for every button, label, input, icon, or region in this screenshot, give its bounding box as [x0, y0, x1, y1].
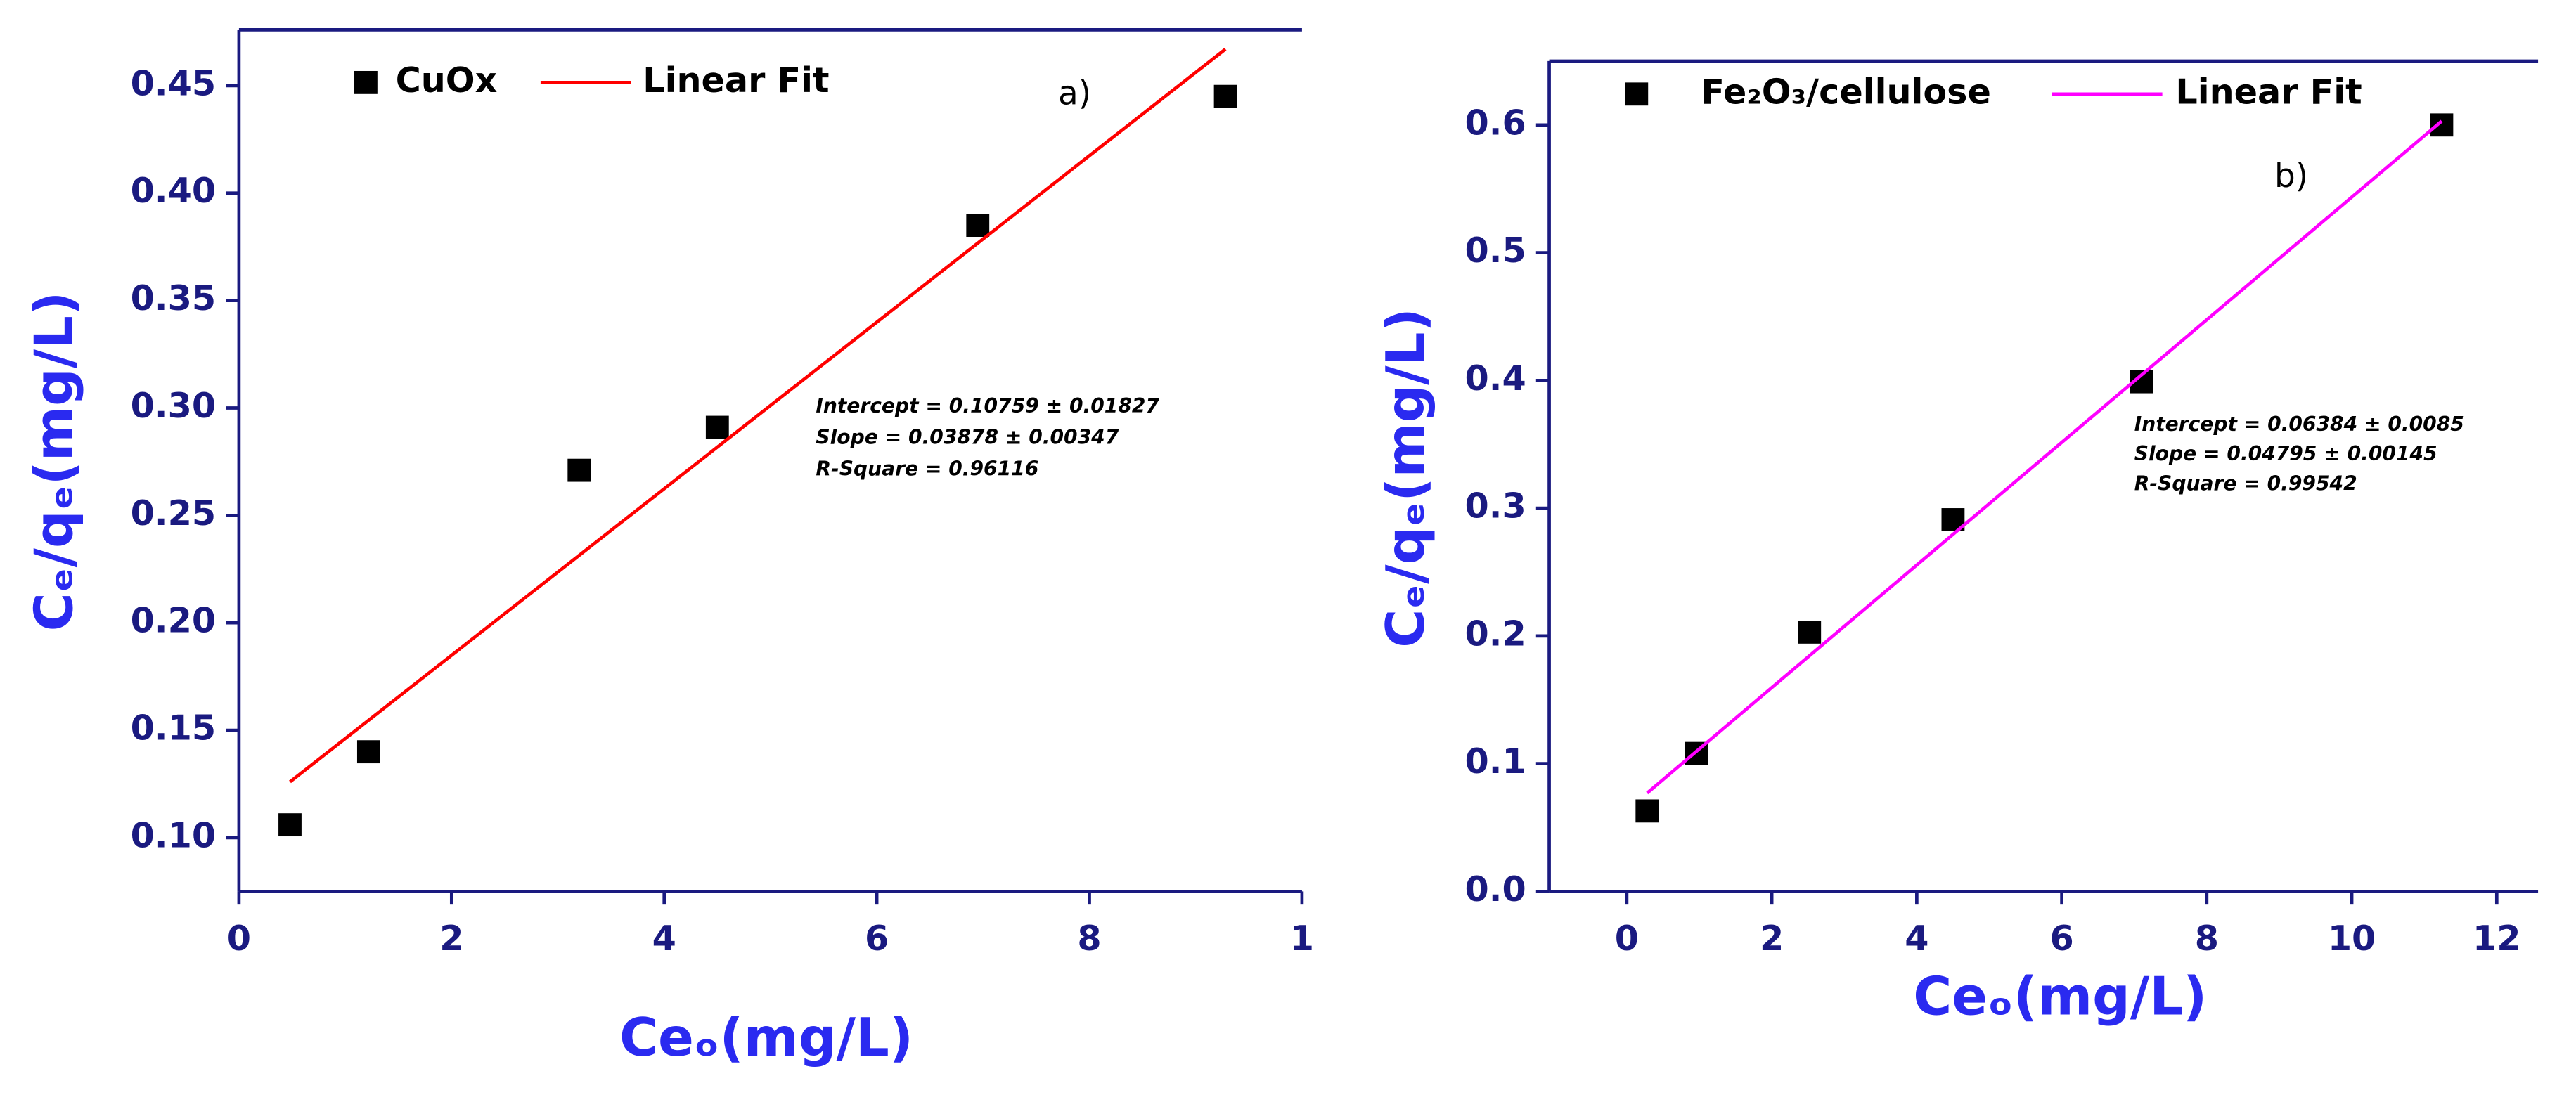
- data-point: [2430, 113, 2454, 137]
- y-tick-label: 0.5: [1465, 230, 1526, 271]
- y-tick-label: 0.2: [1465, 613, 1526, 654]
- panel-label: b): [2274, 157, 2308, 195]
- data-point: [567, 458, 591, 482]
- x-tick-label: 6: [865, 918, 889, 959]
- data-point: [705, 415, 729, 439]
- fit-annotation: Intercept = 0.10759 ± 0.01827: [816, 394, 1159, 417]
- data-point: [1798, 620, 1822, 644]
- y-tick-label: 0.25: [131, 493, 216, 533]
- x-tick-label: 1: [1290, 918, 1314, 959]
- y-tick-label: 0.45: [131, 63, 216, 103]
- y-axis-title: Cₑ/qₑ(mg/L): [1374, 308, 1436, 648]
- legend-label: CuOx: [396, 60, 498, 100]
- legend-label: Fe₂O₃/cellulose: [1701, 71, 1991, 112]
- y-tick-label: 0.4: [1465, 358, 1526, 398]
- fit-annotation: Slope = 0.04795 ± 0.00145: [2134, 442, 2437, 465]
- y-tick-label: 0.35: [131, 278, 216, 318]
- x-tick-label: 2: [439, 918, 463, 959]
- y-tick-label: 0.1: [1465, 741, 1526, 782]
- fit-annotation: Slope = 0.03878 ± 0.00347: [816, 426, 1119, 449]
- fit-annotation: R-Square = 0.99542: [2134, 472, 2357, 495]
- y-tick-label: 0.0: [1465, 869, 1526, 909]
- data-point: [278, 813, 302, 837]
- legend-label: Linear Fit: [643, 60, 829, 100]
- data-point: [1213, 84, 1237, 108]
- x-tick-label: 0: [227, 918, 251, 959]
- fit-annotation: Intercept = 0.06384 ± 0.0085: [2134, 413, 2464, 436]
- y-tick-label: 0.15: [131, 708, 216, 748]
- x-axis-title: Ceₒ(mg/L): [1913, 966, 2207, 1027]
- y-tick-label: 0.20: [131, 600, 216, 641]
- legend-swatch: [1625, 82, 1649, 106]
- y-tick-label: 0.10: [131, 815, 216, 855]
- fit-annotation: R-Square = 0.96116: [816, 457, 1038, 480]
- x-tick-label: 0: [1615, 918, 1639, 959]
- legend-swatch: [354, 70, 378, 94]
- x-tick-label: 12: [2473, 918, 2521, 959]
- x-tick-label: 4: [1905, 918, 1928, 959]
- panel-label: a): [1058, 74, 1091, 113]
- data-point: [356, 740, 380, 764]
- fit-line: [1646, 119, 2443, 795]
- x-tick-label: 2: [1760, 918, 1784, 959]
- x-tick-label: 8: [2195, 918, 2219, 959]
- fit-line: [289, 48, 1227, 784]
- y-axis-title: Cₑ/qₑ(mg/L): [23, 292, 85, 632]
- x-tick-label: 6: [2049, 918, 2073, 959]
- legend-label: Linear Fit: [2175, 71, 2362, 112]
- data-point: [1635, 799, 1659, 823]
- x-tick-label: 10: [2328, 918, 2376, 959]
- data-point: [966, 214, 990, 238]
- y-tick-label: 0.40: [131, 170, 216, 211]
- x-axis-title: Ceₒ(mg/L): [619, 1006, 913, 1068]
- y-tick-label: 0.6: [1465, 102, 1526, 143]
- x-tick-label: 8: [1077, 918, 1101, 959]
- y-tick-label: 0.3: [1465, 486, 1526, 526]
- x-tick-label: 4: [652, 918, 676, 959]
- y-tick-label: 0.30: [131, 385, 216, 426]
